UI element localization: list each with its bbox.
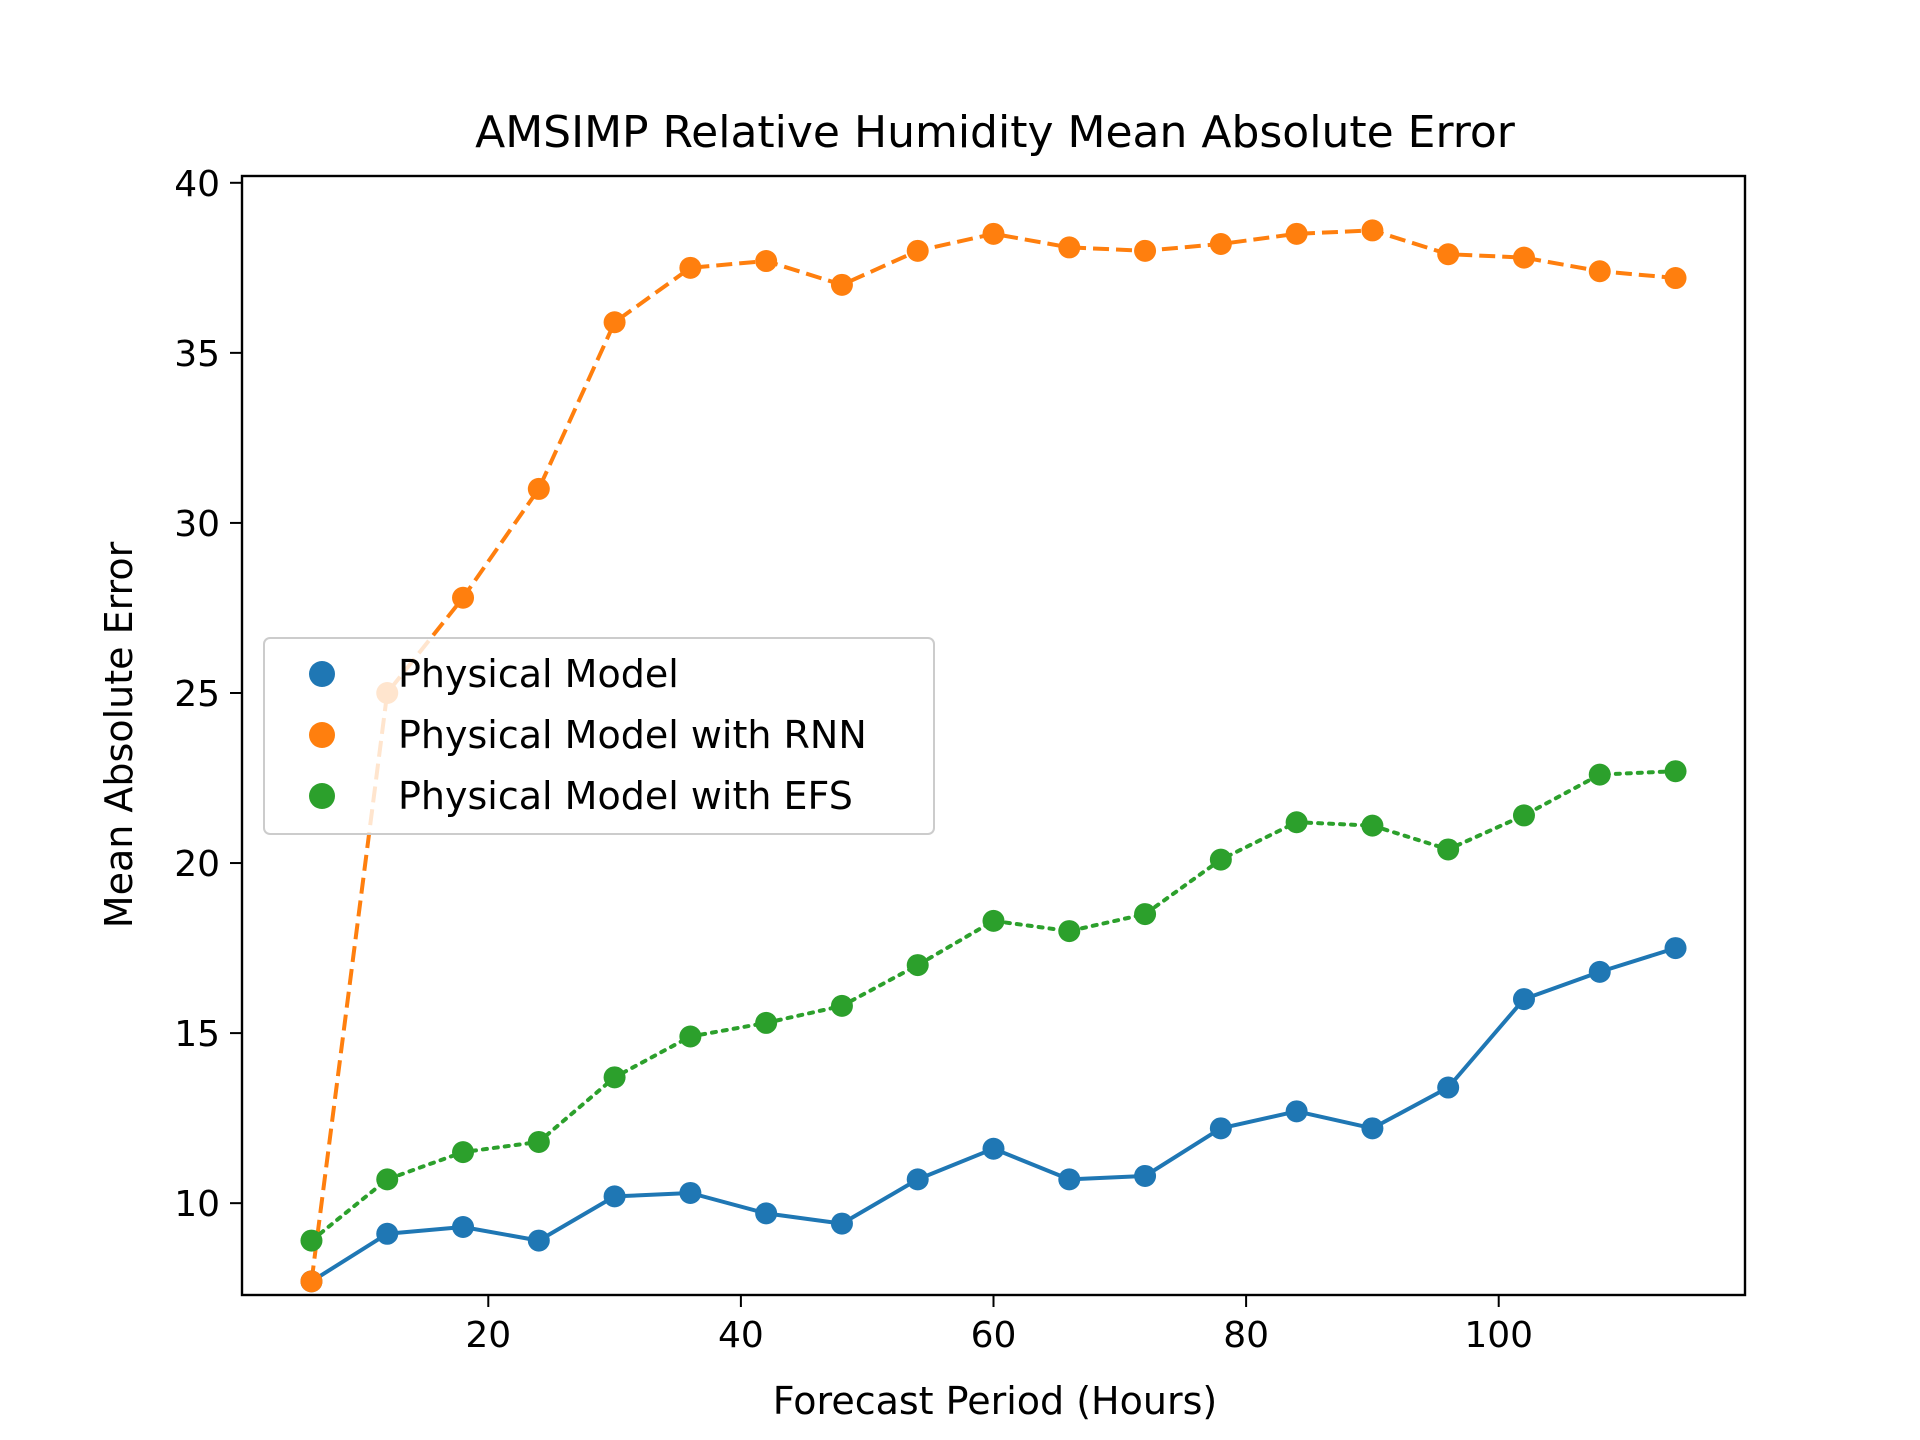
legend-label-physical-model: Physical Model [398, 652, 679, 696]
data-point-physical-model-with-efs [906, 954, 929, 977]
legend-marker-physical-model-with-rnn [309, 722, 335, 748]
y-tick-label: 30 [174, 504, 220, 545]
data-point-physical-model-with-rnn [1512, 246, 1535, 269]
data-point-physical-model-with-rnn [603, 311, 626, 334]
data-point-physical-model-with-rnn [679, 256, 702, 279]
data-point-physical-model [830, 1212, 853, 1235]
data-point-physical-model-with-rnn [1058, 236, 1081, 259]
data-point-physical-model-with-efs [603, 1066, 626, 1089]
data-point-physical-model-with-efs [1361, 814, 1384, 837]
series-line-physical-model [310, 946, 1677, 1284]
y-tick-label: 10 [174, 1184, 220, 1225]
data-point-physical-model-with-efs [1209, 848, 1232, 871]
data-point-physical-model-with-efs [830, 994, 853, 1017]
data-point-physical-model-with-efs [300, 1229, 323, 1252]
data-point-physical-model-with-rnn [1437, 243, 1460, 266]
data-point-physical-model [1512, 988, 1535, 1011]
chart-title: AMSIMP Relative Humidity Mean Absolute E… [475, 107, 1516, 158]
x-tick-label: 20 [465, 1315, 511, 1356]
y-tick-label: 15 [174, 1014, 220, 1055]
data-point-physical-model-with-rnn [982, 222, 1005, 245]
data-point-physical-model-with-efs [1058, 920, 1081, 943]
data-point-physical-model-with-rnn [1134, 239, 1157, 262]
data-point-physical-model-with-efs [679, 1025, 702, 1048]
legend-label-physical-model-with-efs: Physical Model with EFS [398, 774, 853, 818]
data-point-physical-model [1361, 1117, 1384, 1140]
x-axis: 20 40 60 80 100 [465, 1295, 1533, 1356]
data-point-physical-model [1058, 1168, 1081, 1191]
legend-marker-physical-model-with-efs [309, 783, 335, 809]
legend: Physical Model Physical Model with RNN Phy… [263, 637, 935, 835]
data-point-physical-model [679, 1181, 702, 1204]
y-tick-label: 35 [174, 334, 220, 375]
legend-marker-physical-model [309, 661, 335, 687]
data-point-physical-model [1437, 1076, 1460, 1099]
data-point-physical-model [452, 1215, 475, 1238]
data-point-physical-model [603, 1185, 626, 1208]
legend-box [263, 637, 935, 835]
data-point-physical-model [906, 1168, 929, 1191]
data-point-physical-model-with-rnn [300, 1270, 323, 1293]
data-point-physical-model-with-efs [452, 1141, 475, 1164]
series-line-physical-model-with-efs [309, 769, 1678, 1243]
y-axis: 10 15 20 25 30 35 40 [174, 164, 242, 1225]
data-point-physical-model-with-efs [755, 1011, 778, 1034]
y-tick-label: 40 [174, 164, 220, 205]
x-tick-label: 80 [1223, 1315, 1269, 1356]
data-point-physical-model-with-rnn [1588, 260, 1611, 283]
data-point-physical-model [1285, 1100, 1308, 1123]
data-point-physical-model-with-rnn [1361, 219, 1384, 242]
data-point-physical-model-with-efs [527, 1130, 550, 1153]
data-point-physical-model-with-rnn [755, 250, 778, 273]
data-point-physical-model-with-rnn [906, 239, 929, 262]
data-point-physical-model-with-efs [1437, 838, 1460, 861]
data-point-physical-model-with-rnn [830, 273, 853, 296]
data-point-physical-model-with-rnn [1285, 222, 1308, 245]
data-point-physical-model [527, 1229, 550, 1252]
data-point-physical-model-with-rnn [452, 586, 475, 609]
x-axis-label: Forecast Period (Hours) [773, 1379, 1217, 1423]
data-point-physical-model-with-rnn [1209, 233, 1232, 256]
y-axis-label: Mean Absolute Error [97, 541, 141, 928]
series-markers [300, 219, 1687, 1293]
data-point-physical-model [755, 1202, 778, 1225]
data-point-physical-model [1134, 1164, 1157, 1187]
data-point-physical-model [1209, 1117, 1232, 1140]
data-point-physical-model-with-efs [376, 1168, 399, 1191]
data-point-physical-model-with-efs [1512, 804, 1535, 827]
x-tick-label: 60 [971, 1315, 1017, 1356]
data-point-physical-model-with-rnn [527, 477, 550, 500]
data-point-physical-model [1664, 937, 1687, 960]
y-tick-label: 25 [174, 674, 220, 715]
data-point-physical-model-with-efs [1134, 903, 1157, 926]
x-tick-label: 100 [1464, 1315, 1533, 1356]
data-point-physical-model-with-rnn [1664, 267, 1687, 290]
data-point-physical-model-with-efs [982, 909, 1005, 932]
data-point-physical-model [982, 1137, 1005, 1160]
data-point-physical-model [1588, 960, 1611, 983]
data-point-physical-model [376, 1222, 399, 1245]
x-tick-label: 40 [718, 1315, 764, 1356]
data-point-physical-model-with-efs [1588, 763, 1611, 786]
data-point-physical-model-with-efs [1285, 811, 1308, 834]
legend-label-physical-model-with-rnn: Physical Model with RNN [398, 713, 867, 757]
data-point-physical-model-with-efs [1664, 760, 1687, 783]
y-tick-label: 20 [174, 844, 220, 885]
